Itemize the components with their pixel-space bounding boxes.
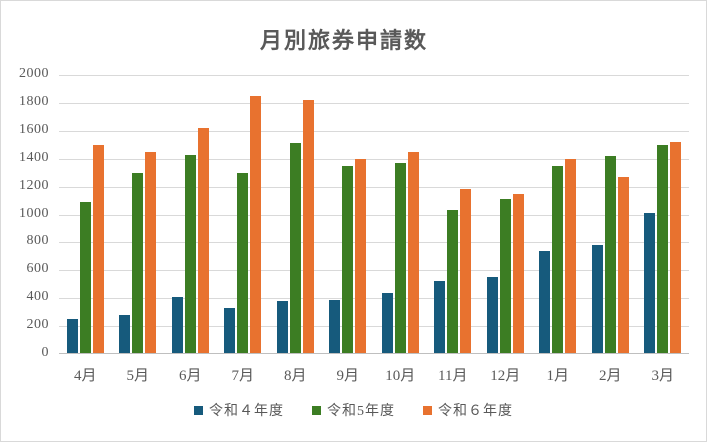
x-tick-label-3月: 3月 bbox=[651, 368, 674, 384]
bar-令和5年度-4月 bbox=[79, 201, 91, 354]
bar-令和４年度-1月 bbox=[539, 250, 551, 354]
bar-令和5年度-5月 bbox=[132, 172, 144, 354]
y-tick-label-0: 0 bbox=[41, 345, 49, 360]
bar-令和４年度-6月 bbox=[171, 296, 183, 354]
bar-group-7月 bbox=[217, 75, 270, 354]
y-tick-label-1600: 1600 bbox=[19, 121, 49, 137]
bar-group-8月 bbox=[269, 75, 322, 354]
bar-令和5年度-9月 bbox=[342, 165, 354, 354]
legend-swatch-icon bbox=[194, 405, 203, 415]
x-tick-label-11月: 11月 bbox=[438, 368, 468, 384]
bar-group-9月 bbox=[322, 75, 375, 354]
bar-令和６年度-10月 bbox=[407, 151, 419, 354]
gridline-1800 bbox=[59, 102, 689, 104]
bar-令和４年度-12月 bbox=[486, 277, 498, 354]
bar-令和６年度-4月 bbox=[92, 144, 104, 354]
x-tick-label-1月: 1月 bbox=[546, 368, 569, 384]
bar-group-3月 bbox=[637, 75, 690, 354]
y-tick-label-800: 800 bbox=[26, 233, 49, 249]
y-tick-label-1800: 1800 bbox=[19, 93, 49, 109]
y-tick-label-1000: 1000 bbox=[19, 205, 49, 221]
x-tick-label-2月: 2月 bbox=[598, 368, 622, 384]
bar-令和5年度-12月 bbox=[499, 199, 511, 354]
gridline-200 bbox=[59, 326, 689, 328]
gridline-400 bbox=[59, 298, 689, 300]
bar-group-2月 bbox=[584, 75, 637, 354]
bar-令和４年度-3月 bbox=[644, 213, 656, 354]
bar-令和5年度-2月 bbox=[604, 155, 616, 354]
x-tick-label-6月: 6月 bbox=[178, 368, 202, 384]
bar-group-11月 bbox=[427, 75, 480, 354]
gridline-600 bbox=[59, 270, 689, 272]
bar-group-10月 bbox=[374, 75, 427, 354]
legend-label: 令和６年度 bbox=[438, 404, 513, 419]
bar-令和４年度-2月 bbox=[591, 245, 603, 354]
bar-令和６年度-6月 bbox=[197, 128, 209, 354]
bar-令和６年度-11月 bbox=[460, 189, 472, 354]
bar-令和６年度-7月 bbox=[250, 95, 262, 354]
bar-group-5月 bbox=[112, 75, 165, 354]
bar-令和６年度-9月 bbox=[355, 158, 367, 354]
y-tick-label-2000: 2000 bbox=[19, 66, 49, 81]
gridline-800 bbox=[59, 242, 689, 244]
gridline-1400 bbox=[59, 158, 689, 160]
legend: 令和４年度 令和5年度 令和６年度 bbox=[1, 400, 706, 420]
bar-令和5年度-8月 bbox=[289, 143, 301, 354]
bar-令和４年度-8月 bbox=[276, 301, 288, 354]
bar-令和5年度-11月 bbox=[447, 210, 459, 354]
legend-label: 令和４年度 bbox=[209, 404, 284, 419]
bar-令和5年度-10月 bbox=[394, 162, 406, 354]
legend-item-令和６年度: 令和６年度 bbox=[423, 400, 513, 420]
bar-令和４年度-10月 bbox=[381, 292, 393, 354]
chart-title: 月別旅券申請数 bbox=[259, 28, 428, 53]
y-tick-label-1400: 1400 bbox=[19, 149, 49, 165]
y-tick-label-400: 400 bbox=[26, 289, 49, 305]
x-tick-label-4月: 4月 bbox=[73, 368, 97, 384]
gridline-1000 bbox=[59, 214, 689, 216]
legend-item-令和5年度: 令和5年度 bbox=[312, 400, 395, 420]
x-tick-label-5月: 5月 bbox=[126, 368, 149, 384]
gridline-2000 bbox=[59, 75, 689, 76]
bar-令和４年度-11月 bbox=[434, 281, 446, 354]
bar-令和６年度-3月 bbox=[670, 141, 682, 354]
gridline-1200 bbox=[59, 186, 689, 188]
legend-swatch-icon bbox=[423, 405, 432, 415]
legend-item-令和４年度: 令和４年度 bbox=[194, 400, 284, 420]
y-tick-label-1200: 1200 bbox=[19, 177, 49, 193]
bar-令和４年度-4月 bbox=[66, 319, 78, 354]
bar-令和６年度-8月 bbox=[302, 100, 314, 354]
bar-group-12月 bbox=[479, 75, 532, 354]
x-tick-label-10月: 10月 bbox=[385, 368, 416, 384]
x-tick-label-12月: 12月 bbox=[490, 368, 521, 384]
y-tick-label-200: 200 bbox=[26, 317, 49, 333]
bar-group-4月 bbox=[59, 75, 112, 354]
x-tick-label-8月: 8月 bbox=[283, 368, 307, 384]
x-axis-line bbox=[59, 353, 689, 354]
plot-area bbox=[59, 75, 689, 354]
bar-令和４年度-5月 bbox=[119, 314, 131, 354]
bar-令和４年度-9月 bbox=[329, 299, 341, 354]
bar-令和5年度-1月 bbox=[552, 165, 564, 354]
bar-令和６年度-1月 bbox=[565, 158, 577, 354]
bar-group-6月 bbox=[164, 75, 217, 354]
bar-令和６年度-12月 bbox=[512, 193, 524, 354]
x-tick-label-7月: 7月 bbox=[231, 368, 254, 384]
x-tick-label-9月: 9月 bbox=[336, 368, 359, 384]
y-tick-label-600: 600 bbox=[26, 261, 49, 277]
bar-group-1月 bbox=[532, 75, 585, 354]
bar-令和5年度-7月 bbox=[237, 172, 249, 354]
bar-令和６年度-2月 bbox=[617, 176, 629, 354]
legend-swatch-icon bbox=[312, 405, 321, 415]
bar-令和5年度-6月 bbox=[184, 154, 196, 354]
bar-令和４年度-7月 bbox=[224, 307, 236, 354]
gridline-1600 bbox=[59, 130, 689, 132]
legend-label: 令和5年度 bbox=[327, 404, 395, 419]
bar-令和5年度-3月 bbox=[657, 144, 669, 354]
bar-令和６年度-5月 bbox=[145, 151, 157, 354]
